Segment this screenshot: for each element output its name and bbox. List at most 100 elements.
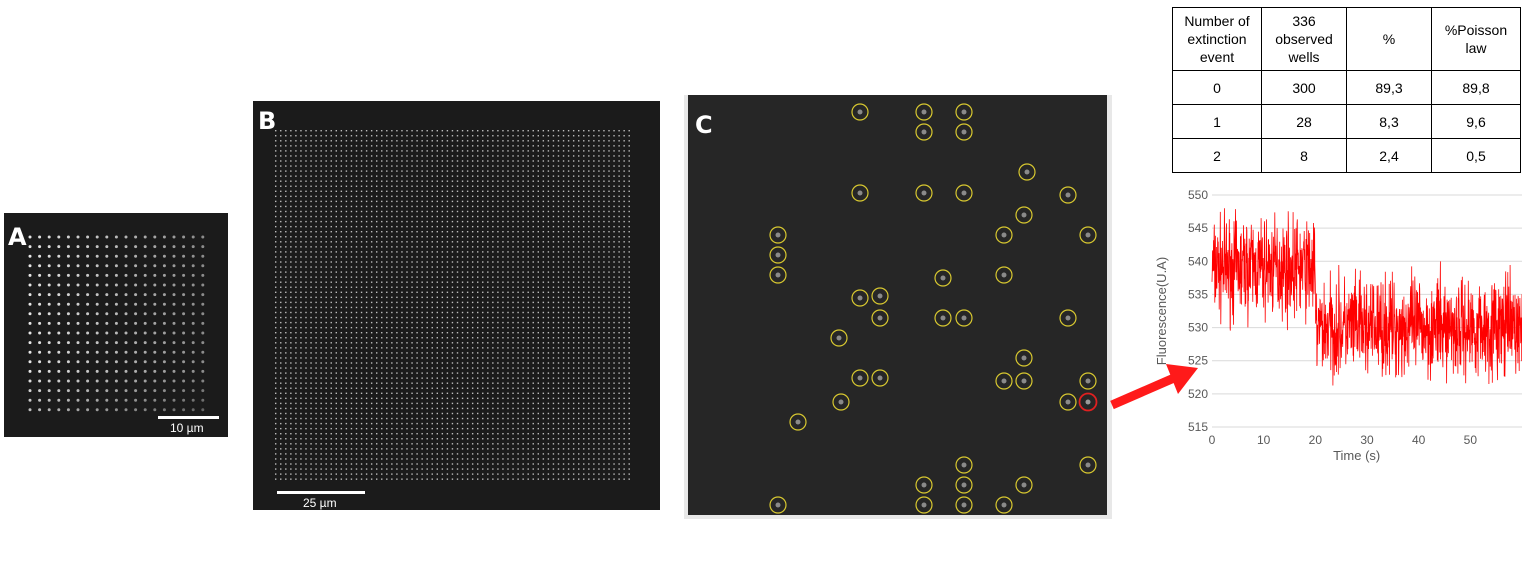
well-dot [451, 210, 454, 213]
well-dot [547, 165, 550, 167]
well-dot [466, 296, 469, 299]
well-dot [527, 276, 529, 278]
well-dot [562, 180, 565, 182]
well-dot [76, 245, 80, 249]
well-dot [482, 271, 484, 273]
well-dot [360, 170, 363, 172]
well-dot [552, 185, 555, 187]
well-dot [391, 286, 393, 288]
well-dot [431, 145, 433, 147]
well-dot [406, 220, 408, 223]
well-dot [416, 337, 418, 339]
well-dot [542, 291, 545, 293]
well-dot [295, 165, 297, 167]
well-dot [396, 412, 398, 415]
well-dot [618, 261, 620, 263]
well-dot [365, 291, 368, 293]
well-dot [487, 342, 489, 344]
well-dot [391, 362, 393, 364]
well-dot [335, 422, 337, 425]
well-dot [38, 408, 42, 412]
well-dot [134, 254, 138, 258]
well-dot [497, 362, 499, 364]
well-dot [350, 180, 353, 182]
well-dot [578, 438, 580, 440]
well-dot [365, 195, 368, 198]
well-dot [446, 220, 449, 223]
well-dot [608, 311, 610, 314]
well-dot [471, 251, 474, 253]
well-dot [492, 236, 494, 238]
well-dot [275, 246, 277, 248]
well-dot [522, 332, 524, 334]
well-dot [290, 190, 292, 192]
well-dot [401, 311, 403, 314]
well-dot [330, 316, 332, 319]
well-dot [471, 407, 474, 410]
well-dot [426, 332, 428, 334]
well-dot [320, 271, 322, 273]
well-dot [370, 170, 373, 172]
well-dot [295, 205, 297, 208]
well-dot [593, 220, 595, 223]
well-dot [365, 281, 368, 283]
well-dot [527, 357, 529, 359]
well-dot [406, 296, 408, 299]
well-dot [355, 296, 358, 299]
well-dot [507, 170, 509, 172]
well-dot [431, 225, 433, 228]
well-dot [124, 264, 128, 268]
well-dot [567, 291, 570, 293]
well-dot [421, 160, 423, 162]
well-dot [421, 241, 423, 243]
well-dot [522, 382, 524, 384]
well-dot [572, 382, 575, 384]
well-dot [613, 417, 615, 420]
well-dot [310, 180, 312, 182]
well-dot [320, 387, 322, 389]
well-dot [406, 185, 408, 187]
well-dot [426, 417, 428, 420]
well-dot [598, 225, 600, 228]
well-dot [441, 306, 444, 309]
well-array-small [28, 235, 205, 412]
well-dot [456, 195, 459, 198]
well-dot [345, 271, 348, 273]
well-dot [275, 326, 277, 329]
well-dot [618, 311, 620, 314]
well-dot [593, 296, 595, 299]
well-dot [95, 245, 99, 249]
well-dot [370, 342, 373, 344]
well-dot [300, 342, 302, 344]
well-dot [330, 332, 332, 334]
well-dot [421, 145, 423, 147]
well-dot [305, 337, 307, 339]
well-dot [502, 448, 504, 450]
well-dot [355, 276, 358, 278]
well-dot [456, 165, 459, 167]
well-dot [588, 145, 590, 147]
well-dot [456, 276, 459, 278]
well-dot [330, 170, 332, 172]
well-dot [134, 408, 138, 412]
well-dot [38, 235, 42, 239]
well-dot [370, 392, 373, 394]
well-dot [340, 301, 343, 304]
well-dot [598, 200, 600, 203]
well-dot [578, 236, 580, 238]
well-dot [623, 231, 625, 233]
well-dot [345, 397, 348, 400]
well-dot [593, 205, 595, 208]
well-dot [512, 190, 514, 192]
well-dot [396, 438, 398, 440]
well-dot [305, 276, 307, 278]
well-dot [527, 150, 529, 152]
well-dot [300, 195, 302, 198]
well-dot [320, 352, 322, 354]
well-dot [172, 235, 176, 239]
well-dot [411, 251, 413, 253]
well-dot [335, 170, 337, 172]
well-dot [527, 296, 529, 299]
well-dot [613, 362, 615, 364]
well-dot [436, 160, 438, 162]
